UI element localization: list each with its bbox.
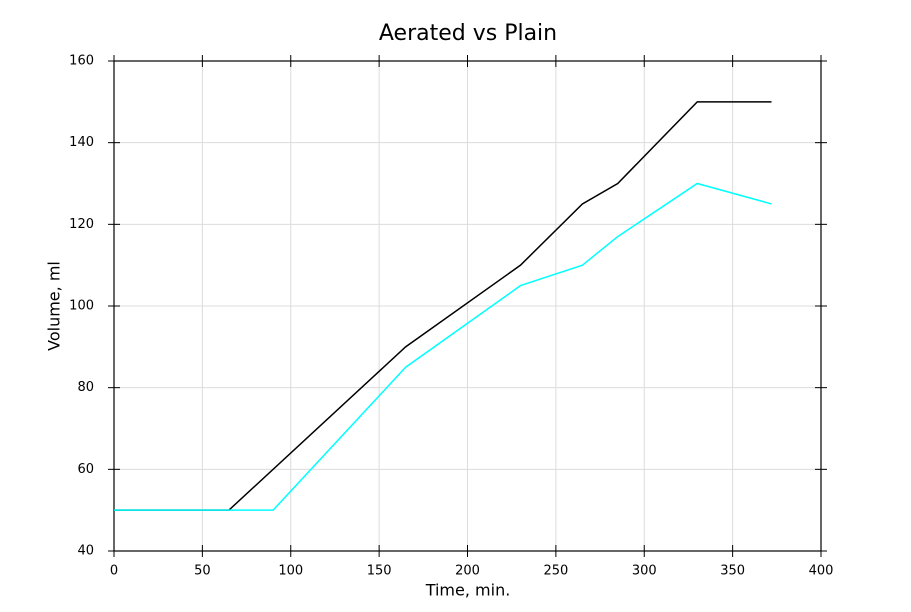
- x-tick-label: 400: [809, 564, 834, 579]
- x-tick-label: 200: [455, 564, 480, 579]
- chart-title: Aerated vs Plain: [379, 21, 557, 46]
- y-tick-label: 160: [69, 54, 94, 69]
- y-tick-label: 100: [69, 299, 94, 314]
- x-tick-label: 150: [367, 564, 392, 579]
- x-tick-label: 250: [543, 564, 568, 579]
- plot-frame: [113, 60, 822, 552]
- x-tick-label: 100: [278, 564, 303, 579]
- x-axis-label: Time, min.: [425, 581, 511, 600]
- y-tick-label: 60: [77, 462, 94, 477]
- x-tick-label: 0: [110, 564, 118, 579]
- y-tick-label: 80: [77, 380, 94, 395]
- x-tick-label: 50: [194, 564, 211, 579]
- y-tick-label: 40: [77, 544, 94, 559]
- series-line: [114, 101, 772, 511]
- x-tick-label: 350: [720, 564, 745, 579]
- y-tick-label: 140: [69, 135, 94, 150]
- series-line: [114, 182, 772, 511]
- y-axis-label: Volume, ml: [45, 261, 64, 351]
- x-tick-label: 300: [632, 564, 657, 579]
- y-tick-label: 120: [69, 217, 94, 232]
